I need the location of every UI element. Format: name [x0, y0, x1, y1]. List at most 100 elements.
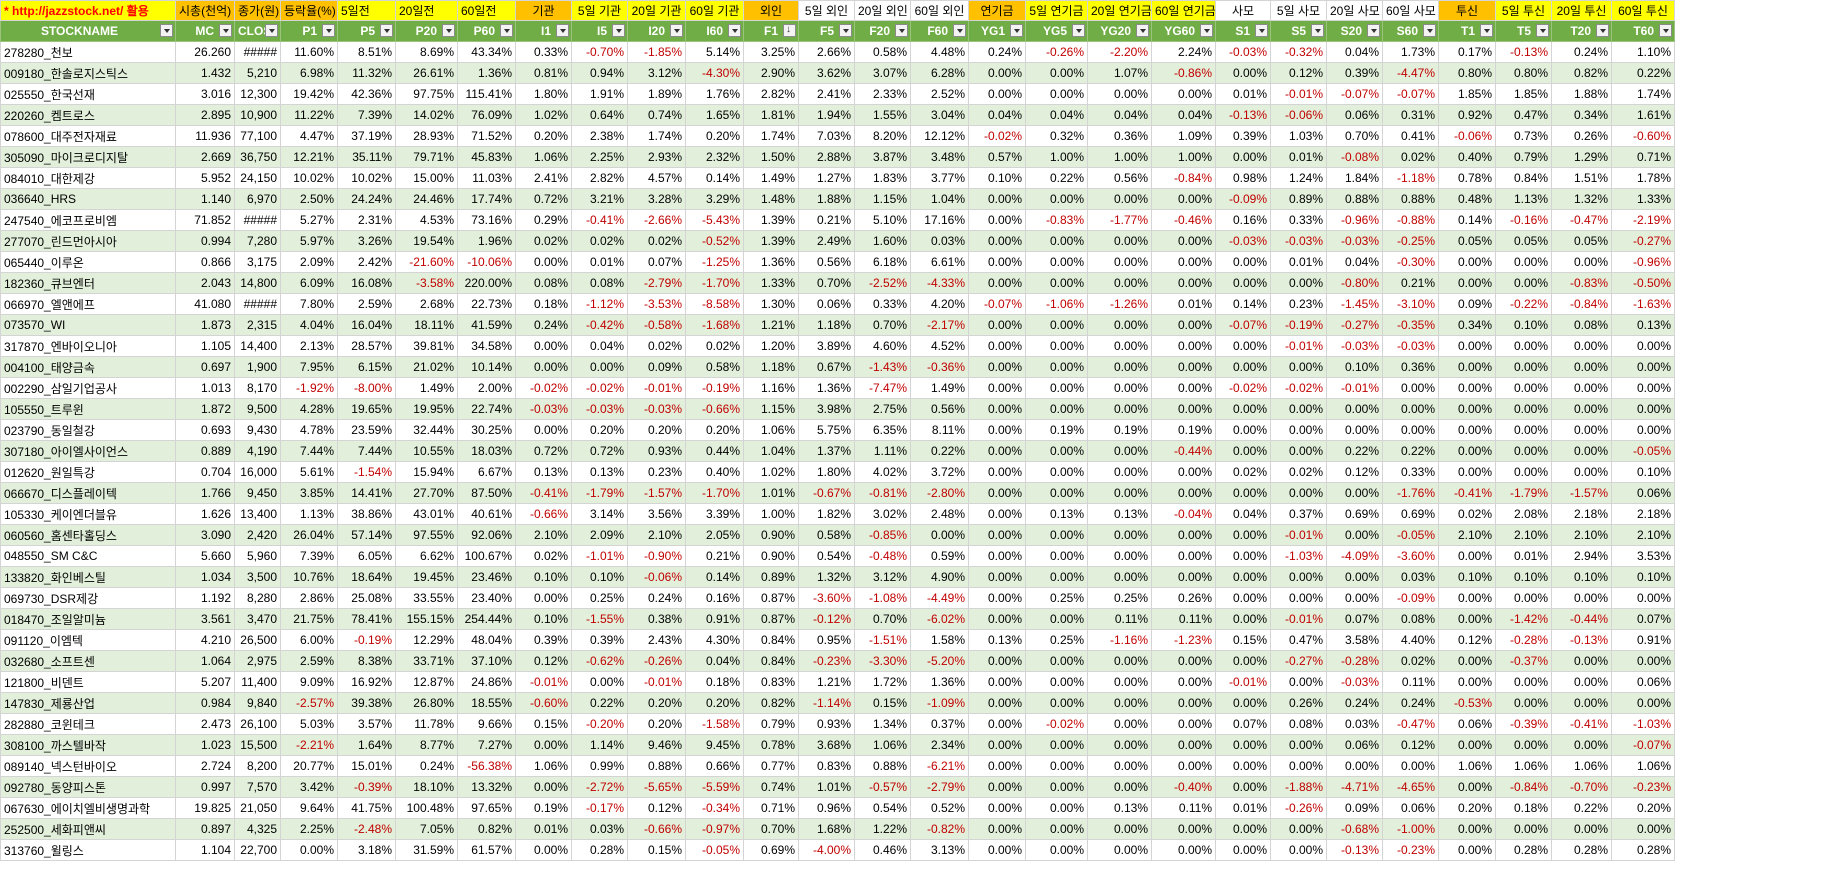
cell-f5[interactable]: 0.54% — [798, 545, 855, 567]
cell-yg60[interactable]: 0.00% — [1151, 398, 1216, 420]
cell-f60[interactable]: 2.48% — [910, 503, 969, 525]
cell-p60[interactable]: 10.14% — [457, 356, 516, 378]
cell-mc[interactable]: 1.766 — [175, 482, 235, 504]
cell-t5[interactable]: 0.00% — [1495, 377, 1552, 399]
cell-s20[interactable]: -0.03% — [1326, 230, 1383, 252]
cell-t1[interactable]: 0.02% — [1438, 503, 1496, 525]
cell-s5[interactable]: -0.26% — [1270, 797, 1327, 819]
cell-t20[interactable]: 0.82% — [1551, 62, 1612, 84]
cell-yg20[interactable]: 0.56% — [1087, 167, 1152, 189]
cell-clos[interactable]: 2,420 — [234, 524, 281, 546]
cell-p20[interactable]: 12.29% — [395, 629, 458, 651]
cell-p5[interactable]: 57.14% — [337, 524, 396, 546]
cell-p60[interactable]: 18.03% — [457, 440, 516, 462]
cell-t20[interactable]: -0.44% — [1551, 608, 1612, 630]
cell-p1[interactable]: 6.00% — [280, 629, 338, 651]
cell-t60[interactable]: 0.10% — [1611, 566, 1675, 588]
cell-s5[interactable]: 0.12% — [1270, 62, 1327, 84]
cell-t5[interactable]: 0.00% — [1495, 818, 1552, 840]
cell-i5[interactable]: -1.55% — [571, 608, 628, 630]
cell-p5[interactable]: 7.44% — [337, 440, 396, 462]
cell-yg20[interactable]: 0.00% — [1087, 314, 1152, 336]
cell-s60[interactable]: 0.21% — [1382, 272, 1439, 294]
cell-yg60[interactable]: -0.46% — [1151, 209, 1216, 231]
cell-s60[interactable]: -4.47% — [1382, 62, 1439, 84]
cell-f1[interactable]: 0.78% — [743, 734, 799, 756]
cell-i20[interactable]: -0.26% — [627, 650, 686, 672]
stock-name-cell[interactable]: 091120_이엠텍 — [0, 629, 176, 651]
cell-t1[interactable]: 0.34% — [1438, 314, 1496, 336]
cell-yg20[interactable]: 0.00% — [1087, 692, 1152, 714]
cell-f60[interactable]: -2.79% — [910, 776, 969, 798]
cell-i20[interactable]: 1.89% — [627, 83, 686, 105]
cell-f5[interactable]: 3.62% — [798, 62, 855, 84]
cell-i5[interactable]: 0.04% — [571, 335, 628, 357]
cell-f1[interactable]: 0.71% — [743, 797, 799, 819]
cell-s1[interactable]: -0.03% — [1215, 41, 1271, 63]
cell-t5[interactable]: -1.42% — [1495, 608, 1552, 630]
cell-s1[interactable]: -0.13% — [1215, 104, 1271, 126]
cell-i20[interactable]: 3.56% — [627, 503, 686, 525]
cell-t20[interactable]: 0.00% — [1551, 356, 1612, 378]
stock-name-cell[interactable]: 012620_원일특강 — [0, 461, 176, 483]
cell-t20[interactable]: 0.00% — [1551, 377, 1612, 399]
cell-f5[interactable]: 1.01% — [798, 776, 855, 798]
cell-clos[interactable]: 6,970 — [234, 188, 281, 210]
cell-i20[interactable]: 0.20% — [627, 692, 686, 714]
cell-t20[interactable]: 2.94% — [1551, 545, 1612, 567]
cell-t60[interactable]: 1.78% — [1611, 167, 1675, 189]
filter-dropdown-icon[interactable] — [1536, 24, 1549, 37]
cell-yg60[interactable]: 0.00% — [1151, 839, 1216, 861]
cell-yg60[interactable]: 0.00% — [1151, 461, 1216, 483]
cell-f1[interactable]: 1.36% — [743, 251, 799, 273]
cell-p1[interactable]: 2.09% — [280, 251, 338, 273]
cell-p5[interactable]: 16.04% — [337, 314, 396, 336]
cell-p5[interactable]: 3.18% — [337, 839, 396, 861]
cell-f1[interactable]: 1.21% — [743, 314, 799, 336]
cell-t1[interactable]: 0.78% — [1438, 167, 1496, 189]
column-header-s5[interactable]: S5 — [1270, 20, 1327, 42]
cell-s5[interactable]: 0.00% — [1270, 818, 1327, 840]
cell-i60[interactable]: 1.65% — [685, 104, 744, 126]
cell-t1[interactable]: 0.00% — [1438, 272, 1496, 294]
cell-i60[interactable]: 0.20% — [685, 692, 744, 714]
cell-i20[interactable]: -2.79% — [627, 272, 686, 294]
cell-clos[interactable]: 9,840 — [234, 692, 281, 714]
cell-p1[interactable]: 2.25% — [280, 818, 338, 840]
column-header-t5[interactable]: T5 — [1495, 20, 1552, 42]
cell-f60[interactable]: 3.48% — [910, 146, 969, 168]
cell-t5[interactable]: -0.84% — [1495, 776, 1552, 798]
cell-clos[interactable]: 77,100 — [234, 125, 281, 147]
cell-s60[interactable]: -0.35% — [1382, 314, 1439, 336]
cell-mc[interactable]: 0.889 — [175, 440, 235, 462]
cell-i1[interactable]: 1.80% — [515, 83, 572, 105]
cell-i1[interactable]: -0.02% — [515, 377, 572, 399]
stock-name-cell[interactable]: 092780_동양피스톤 — [0, 776, 176, 798]
cell-s20[interactable]: -0.13% — [1326, 839, 1383, 861]
cell-t1[interactable]: -0.06% — [1438, 125, 1496, 147]
cell-s60[interactable]: 0.00% — [1382, 377, 1439, 399]
cell-p20[interactable]: 24.46% — [395, 188, 458, 210]
cell-f5[interactable]: 0.67% — [798, 356, 855, 378]
cell-yg20[interactable]: -1.77% — [1087, 209, 1152, 231]
cell-f60[interactable]: 3.77% — [910, 167, 969, 189]
cell-t60[interactable]: 1.33% — [1611, 188, 1675, 210]
cell-mc[interactable]: 26.260 — [175, 41, 235, 63]
cell-t20[interactable]: 1.32% — [1551, 188, 1612, 210]
cell-yg20[interactable]: 0.00% — [1087, 251, 1152, 273]
cell-t20[interactable]: -0.70% — [1551, 776, 1612, 798]
cell-s1[interactable]: 0.02% — [1215, 461, 1271, 483]
cell-yg60[interactable]: 0.00% — [1151, 545, 1216, 567]
cell-yg5[interactable]: 0.00% — [1025, 734, 1088, 756]
filter-dropdown-icon[interactable] — [953, 24, 966, 37]
cell-s20[interactable]: -4.09% — [1326, 545, 1383, 567]
cell-s1[interactable]: 0.14% — [1215, 293, 1271, 315]
cell-yg20[interactable]: 0.00% — [1087, 776, 1152, 798]
cell-yg60[interactable]: 0.00% — [1151, 818, 1216, 840]
stock-name-cell[interactable]: 065440_이루온 — [0, 251, 176, 273]
cell-s5[interactable]: -0.32% — [1270, 41, 1327, 63]
cell-f20[interactable]: -2.52% — [854, 272, 911, 294]
cell-t20[interactable]: 1.88% — [1551, 83, 1612, 105]
cell-yg1[interactable]: 0.10% — [968, 167, 1026, 189]
cell-s20[interactable]: 0.06% — [1326, 734, 1383, 756]
